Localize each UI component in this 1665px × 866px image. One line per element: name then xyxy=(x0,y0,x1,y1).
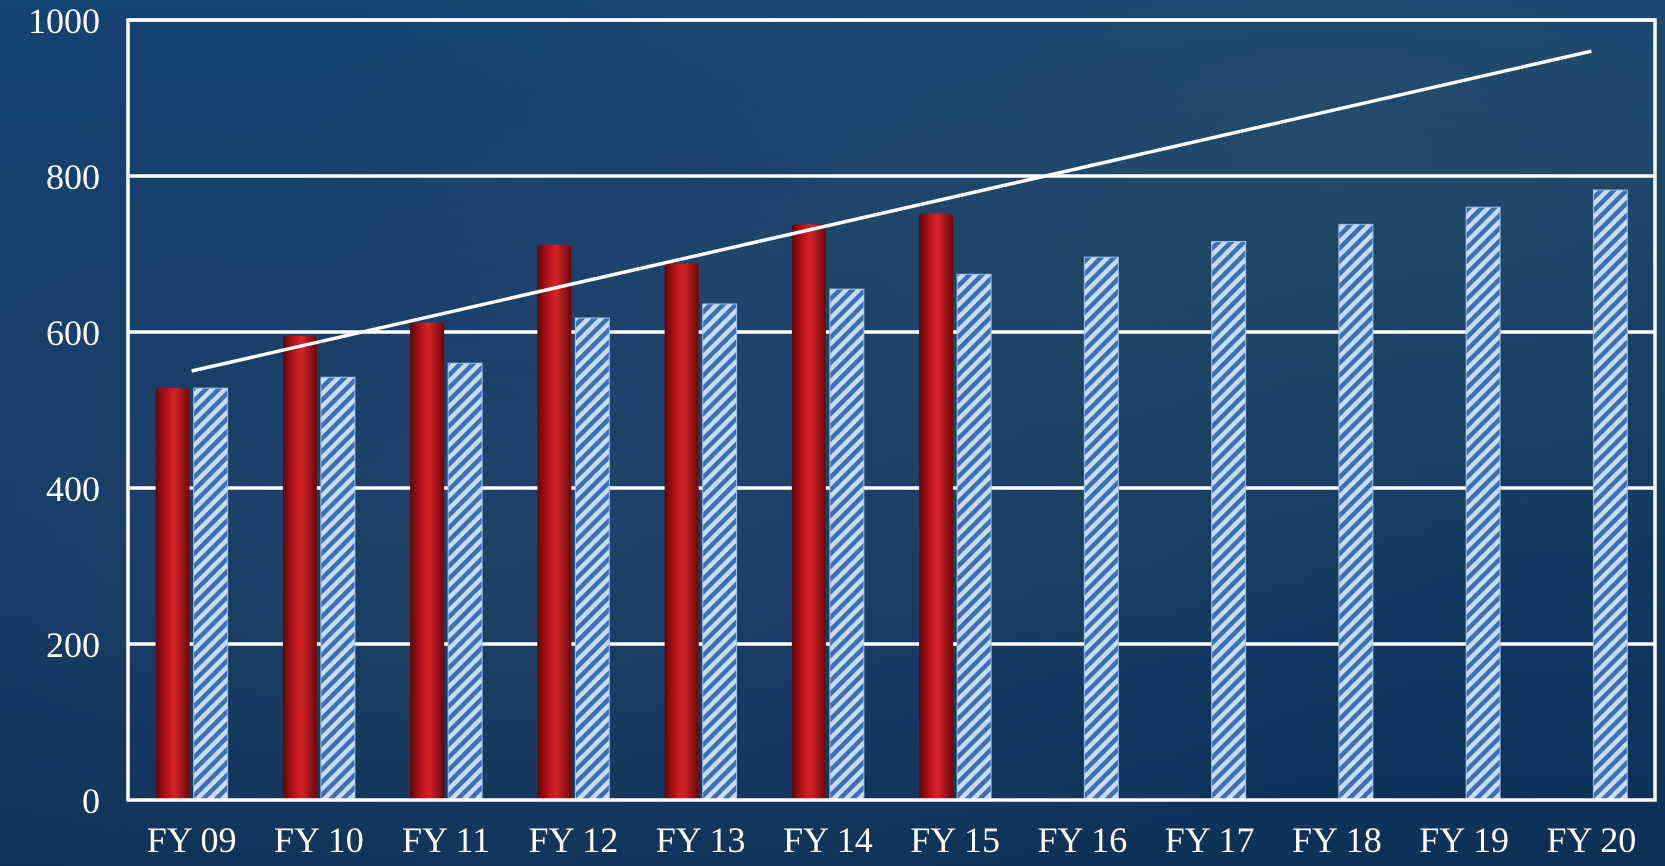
x-tick-label: FY 20 xyxy=(1547,820,1637,860)
bar-projected-fy-12 xyxy=(574,317,610,801)
x-tick-label: FY 19 xyxy=(1419,820,1509,860)
bar-projected-fy-20 xyxy=(1592,189,1628,801)
x-axis-ticks: FY 09 FY 10 FY 11 FY 12 FY 13 FY 14 FY 15 FY 16… xyxy=(147,820,1636,860)
x-tick-label: FY 15 xyxy=(910,820,1000,860)
bar-projected-fy-10 xyxy=(320,376,356,801)
y-tick-label: 400 xyxy=(46,469,100,509)
trend-line xyxy=(191,49,1592,373)
bar-actual-fy-10 xyxy=(282,335,317,800)
y-axis-ticks: 0 200 400 600 800 1000 xyxy=(28,1,100,821)
x-tick-label: FY 11 xyxy=(402,820,490,860)
bar-actual-fy-12 xyxy=(537,244,572,800)
bar-actual-fy-14 xyxy=(791,224,826,801)
bar-actual-fy-11 xyxy=(410,322,445,800)
bars xyxy=(155,189,1628,801)
bar-projected-fy-17 xyxy=(1211,241,1247,801)
bar-projected-fy-11 xyxy=(447,362,483,801)
x-tick-label: FY 13 xyxy=(656,820,746,860)
axes xyxy=(126,18,1657,802)
x-tick-label: FY 17 xyxy=(1165,820,1255,860)
x-tick-label: FY 10 xyxy=(274,820,364,860)
bar-projected-fy-15 xyxy=(956,273,992,801)
y-tick-label: 600 xyxy=(46,313,100,353)
x-tick-label: FY 18 xyxy=(1292,820,1382,860)
bar-projected-fy-19 xyxy=(1465,206,1501,801)
bar-actual-fy-09 xyxy=(155,388,190,800)
x-tick-label: FY 09 xyxy=(147,820,237,860)
bar-projected-fy-14 xyxy=(829,288,865,801)
bar-projected-fy-18 xyxy=(1338,223,1374,801)
x-tick-label: FY 14 xyxy=(783,820,873,860)
x-tick-label: FY 12 xyxy=(529,820,619,860)
y-tick-label: 1000 xyxy=(28,1,100,41)
trendline xyxy=(191,49,1592,373)
y-tick-label: 0 xyxy=(82,781,100,821)
plot-frame xyxy=(126,18,1657,802)
bar-actual-fy-13 xyxy=(664,263,699,800)
bar-projected-fy-13 xyxy=(702,303,738,801)
bar-actual-fy-15 xyxy=(919,213,954,800)
x-tick-label: FY 16 xyxy=(1038,820,1128,860)
bar-projected-fy-16 xyxy=(1083,256,1119,801)
bar-projected-fy-09 xyxy=(193,387,229,801)
y-tick-label: 200 xyxy=(46,625,100,665)
y-tick-label: 800 xyxy=(46,157,100,197)
